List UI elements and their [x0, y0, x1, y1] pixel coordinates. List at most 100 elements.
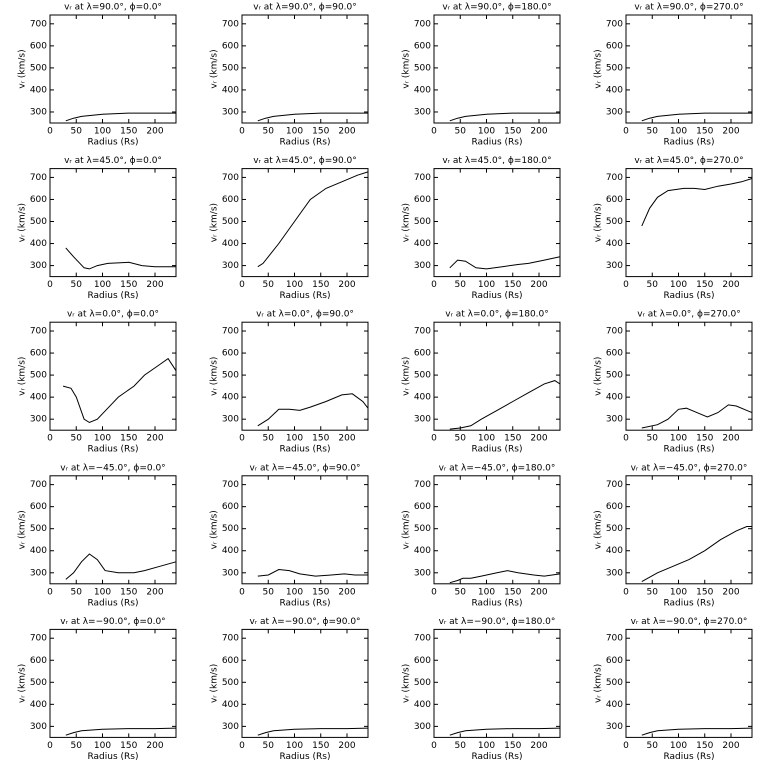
y-tick-label: 600	[30, 656, 47, 666]
x-tick-label: 0	[47, 587, 53, 597]
x-tick-label: 50	[263, 127, 275, 137]
x-tick-label: 150	[120, 587, 137, 597]
plot-frame	[49, 14, 177, 124]
y-tick-label: 700	[606, 19, 623, 29]
y-tick-label: 600	[606, 195, 623, 205]
y-tick-label: 500	[222, 63, 239, 73]
x-tick-label: 200	[722, 434, 739, 444]
x-tick-label: 0	[623, 434, 629, 444]
plot-frame	[625, 321, 753, 431]
y-tick-label: 300	[606, 107, 623, 117]
x-axis-label: Radius (Rs)	[279, 445, 330, 455]
x-tick-label: 50	[647, 741, 659, 751]
x-tick-label: 0	[239, 587, 245, 597]
x-tick-label: 150	[504, 587, 521, 597]
x-axis-label: Radius (Rs)	[663, 752, 714, 762]
x-tick-label: 50	[455, 587, 467, 597]
x-tick-label: 200	[530, 741, 547, 751]
y-axis-label: vᵣ (km/s)	[402, 49, 412, 88]
y-tick-label: 600	[414, 502, 431, 512]
x-tick-label: 150	[120, 434, 137, 444]
y-tick-label: 600	[222, 349, 239, 359]
y-tick-label: 400	[30, 239, 47, 249]
plot-frame	[625, 475, 753, 585]
y-tick-label: 400	[414, 239, 431, 249]
y-tick-label: 300	[414, 261, 431, 271]
y-tick-label: 400	[606, 239, 623, 249]
plot-frame	[49, 321, 177, 431]
y-tick-label: 500	[414, 371, 431, 381]
x-tick-label: 150	[312, 127, 329, 137]
y-tick-label: 700	[222, 327, 239, 337]
x-tick-label: 50	[455, 280, 467, 290]
y-tick-label: 700	[606, 480, 623, 490]
chart-title: vᵣ at λ=−90.0°, ϕ=270.0°	[631, 617, 748, 627]
x-tick-label: 0	[431, 127, 437, 137]
chart-title: vᵣ at λ=−45.0°, ϕ=0.0°	[60, 463, 165, 473]
y-tick-label: 500	[414, 524, 431, 534]
x-tick-label: 200	[338, 587, 355, 597]
y-axis-label: vᵣ (km/s)	[402, 203, 412, 242]
y-tick-label: 700	[222, 480, 239, 490]
data-line	[257, 171, 369, 268]
y-tick-label: 500	[222, 371, 239, 381]
plot-frame	[49, 168, 177, 278]
y-tick-label: 400	[222, 85, 239, 95]
data-line	[641, 178, 753, 227]
plot-frame	[49, 628, 177, 738]
x-tick-label: 0	[47, 280, 53, 290]
x-tick-label: 200	[722, 280, 739, 290]
x-tick-label: 0	[431, 741, 437, 751]
y-tick-label: 400	[222, 239, 239, 249]
y-axis-label: vᵣ (km/s)	[594, 510, 604, 549]
y-tick-label: 400	[414, 546, 431, 556]
y-tick-label: 500	[606, 63, 623, 73]
y-tick-label: 700	[414, 634, 431, 644]
plot-frame	[433, 321, 561, 431]
x-tick-label: 200	[722, 741, 739, 751]
x-axis-label: Radius (Rs)	[471, 445, 522, 455]
x-tick-label: 50	[455, 127, 467, 137]
x-tick-label: 150	[312, 434, 329, 444]
x-axis-label: Radius (Rs)	[87, 752, 138, 762]
x-tick-label: 150	[504, 741, 521, 751]
y-axis-label: vᵣ (km/s)	[594, 664, 604, 703]
y-axis-label: vᵣ (km/s)	[402, 510, 412, 549]
x-tick-label: 100	[670, 280, 687, 290]
x-tick-label: 0	[623, 127, 629, 137]
x-axis-label: Radius (Rs)	[471, 598, 522, 608]
data-line	[257, 727, 369, 736]
y-tick-label: 600	[222, 502, 239, 512]
y-axis-label: vᵣ (km/s)	[18, 510, 28, 549]
data-line	[449, 380, 561, 430]
x-axis-label: Radius (Rs)	[279, 752, 330, 762]
y-axis-label: vᵣ (km/s)	[402, 664, 412, 703]
y-tick-label: 600	[414, 349, 431, 359]
x-tick-label: 100	[94, 587, 111, 597]
y-axis-label: vᵣ (km/s)	[210, 357, 220, 396]
x-tick-label: 50	[455, 434, 467, 444]
y-tick-label: 300	[606, 261, 623, 271]
x-tick-label: 150	[696, 127, 713, 137]
x-tick-label: 150	[120, 280, 137, 290]
x-tick-label: 200	[338, 127, 355, 137]
y-tick-label: 700	[414, 173, 431, 183]
y-tick-label: 300	[222, 415, 239, 425]
x-axis-label: Radius (Rs)	[87, 598, 138, 608]
y-tick-label: 700	[606, 173, 623, 183]
x-tick-label: 150	[696, 280, 713, 290]
y-tick-label: 300	[222, 261, 239, 271]
y-tick-label: 300	[30, 107, 47, 117]
x-tick-label: 50	[263, 587, 275, 597]
x-tick-label: 200	[530, 434, 547, 444]
y-tick-label: 400	[414, 700, 431, 710]
x-tick-label: 100	[94, 741, 111, 751]
x-tick-label: 100	[286, 434, 303, 444]
y-axis-label: vᵣ (km/s)	[210, 510, 220, 549]
chart-title: vᵣ at λ=45.0°, ϕ=0.0°	[64, 156, 162, 166]
x-tick-label: 200	[530, 587, 547, 597]
x-axis-label: Radius (Rs)	[663, 138, 714, 148]
x-tick-label: 0	[239, 741, 245, 751]
x-axis-label: Radius (Rs)	[279, 291, 330, 301]
